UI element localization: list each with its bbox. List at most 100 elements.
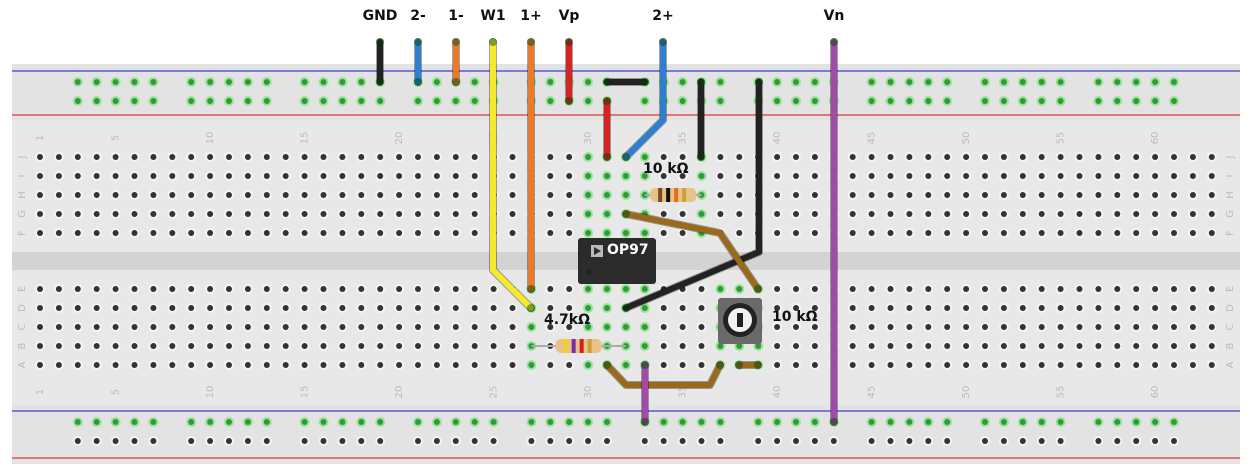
hole — [1189, 154, 1196, 160]
hole — [433, 192, 440, 198]
hole — [736, 286, 743, 292]
hole — [1038, 230, 1045, 236]
hole — [585, 79, 592, 85]
hole — [226, 79, 232, 85]
wire-end — [641, 418, 649, 426]
hole — [1038, 79, 1045, 85]
hole — [566, 192, 573, 198]
hole — [887, 230, 894, 236]
column-number: 25 — [489, 386, 500, 399]
column-number: 1 — [35, 389, 46, 395]
resistor-band — [666, 188, 671, 202]
row-letter: H — [1225, 191, 1236, 199]
hole — [150, 173, 157, 179]
hole — [1057, 305, 1064, 311]
hole — [471, 211, 478, 217]
hole — [433, 419, 440, 425]
hole — [396, 154, 403, 160]
hole — [944, 438, 951, 444]
hole — [74, 438, 81, 444]
hole — [1152, 192, 1159, 198]
hole — [1114, 362, 1121, 368]
hole — [301, 305, 308, 311]
hole — [93, 305, 100, 311]
row-letter: I — [17, 175, 28, 178]
hole — [490, 286, 497, 292]
hole — [1095, 343, 1102, 349]
hole — [226, 438, 232, 444]
hole — [452, 324, 459, 330]
hole — [1038, 154, 1045, 160]
hole — [622, 230, 629, 236]
hole — [849, 324, 856, 330]
hole — [1057, 98, 1064, 104]
hole — [868, 173, 875, 179]
row-letter: B — [17, 342, 28, 349]
hole — [131, 230, 138, 236]
hole — [358, 230, 365, 236]
hole — [547, 305, 554, 311]
column-number: 5 — [111, 389, 122, 395]
wire-core — [490, 39, 534, 311]
hole — [1171, 173, 1177, 179]
hole — [1152, 362, 1159, 368]
hole — [1019, 305, 1026, 311]
hole — [55, 154, 62, 160]
hole — [1152, 324, 1159, 330]
hole — [1189, 192, 1196, 198]
hole — [736, 173, 743, 179]
hole — [566, 324, 573, 330]
hole — [1076, 211, 1083, 217]
hole — [604, 286, 610, 292]
hole — [377, 173, 384, 179]
hole — [528, 324, 535, 330]
row-letter: E — [17, 286, 28, 292]
hole — [301, 324, 308, 330]
hole — [1171, 419, 1177, 425]
hole — [793, 173, 799, 179]
hole — [1171, 154, 1177, 160]
hole — [55, 362, 62, 368]
hole — [585, 173, 592, 179]
hole — [679, 305, 686, 311]
hole — [566, 362, 573, 368]
hole — [301, 438, 308, 444]
column-number: 55 — [1056, 386, 1067, 399]
hole — [396, 211, 403, 217]
hole — [585, 324, 592, 330]
column-number: 15 — [300, 386, 311, 399]
hole — [793, 192, 799, 198]
hole — [112, 305, 119, 311]
hole — [339, 362, 346, 368]
hole — [925, 419, 932, 425]
hole — [925, 98, 932, 104]
hole — [93, 343, 100, 349]
hole — [717, 419, 724, 425]
hole — [112, 419, 119, 425]
hole — [566, 438, 573, 444]
hole — [660, 419, 667, 425]
column-number: 20 — [394, 386, 405, 399]
hole — [55, 192, 62, 198]
wire-end — [622, 153, 630, 161]
column-number: 35 — [678, 386, 689, 399]
hole — [1171, 286, 1177, 292]
hole — [452, 286, 459, 292]
hole — [320, 98, 327, 104]
hole — [1057, 230, 1064, 236]
hole — [452, 305, 459, 311]
hole — [112, 438, 119, 444]
hole — [301, 211, 308, 217]
hole — [1171, 98, 1177, 104]
hole — [1019, 79, 1026, 85]
hole — [169, 173, 176, 179]
hole — [906, 192, 913, 198]
hole — [641, 305, 648, 311]
hole — [963, 154, 970, 160]
hole — [131, 286, 138, 292]
hole — [188, 324, 195, 330]
hole — [112, 154, 119, 160]
hole — [150, 362, 157, 368]
hole — [244, 305, 251, 311]
hole — [1208, 211, 1215, 217]
